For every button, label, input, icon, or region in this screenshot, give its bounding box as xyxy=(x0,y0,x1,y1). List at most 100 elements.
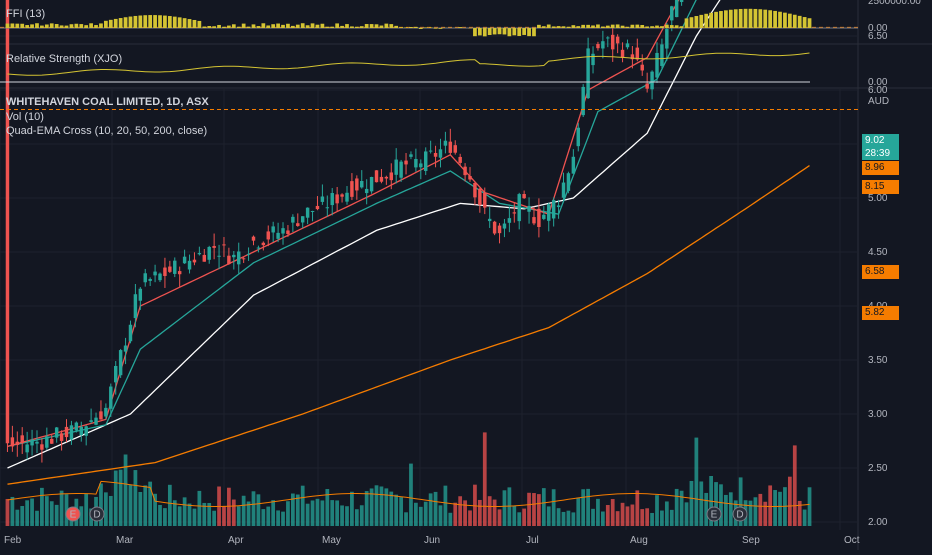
ffi-bar xyxy=(685,18,689,28)
volume-bar xyxy=(552,489,556,526)
ffi-bar xyxy=(704,14,708,28)
ffi-bar xyxy=(635,25,639,28)
volume-bar xyxy=(15,510,19,526)
volume-bar xyxy=(404,512,408,526)
ffi-bar xyxy=(729,10,733,28)
prev-price-tag: 8.96 xyxy=(862,161,899,175)
ffi-bar xyxy=(124,17,128,28)
volume-bar xyxy=(429,493,433,526)
candle-body xyxy=(84,426,87,435)
ffi-bar xyxy=(89,23,93,28)
ffi-bar xyxy=(148,15,152,28)
ffi-bar xyxy=(567,27,571,28)
candle-body xyxy=(626,43,629,47)
volume-bar xyxy=(35,511,39,526)
candle-body xyxy=(99,411,102,419)
ffi-bar xyxy=(596,24,600,28)
candle-body xyxy=(227,256,230,264)
candle-body xyxy=(537,209,540,227)
ffi-tick-label: 2500000.00 xyxy=(868,0,921,7)
volume-bar xyxy=(763,502,767,526)
candle-body xyxy=(331,193,334,205)
ffi-bar xyxy=(758,9,762,28)
volume-bar xyxy=(227,488,231,526)
ffi-bar xyxy=(242,24,246,28)
candle-body xyxy=(321,197,324,202)
candle-body xyxy=(355,178,358,190)
candle-body xyxy=(581,87,584,115)
candle-body xyxy=(562,183,565,198)
ffi-bar xyxy=(25,25,29,28)
ffi-bar xyxy=(202,27,206,28)
candle-body xyxy=(257,248,260,249)
ffi-bar xyxy=(306,25,310,28)
candle-body xyxy=(552,200,555,218)
volume-bar xyxy=(478,500,482,526)
candle-body xyxy=(488,219,491,221)
volume-bar xyxy=(498,509,502,526)
candle-body xyxy=(237,251,240,264)
volume-bar xyxy=(699,481,703,526)
ffi-bar xyxy=(744,9,748,28)
ffi-bar xyxy=(532,28,536,36)
ffi-bar xyxy=(168,16,172,28)
ffi-bar xyxy=(321,24,325,28)
candle-body xyxy=(478,189,481,205)
candle-body xyxy=(468,176,471,180)
volume-bar xyxy=(611,499,615,526)
ffi-bar xyxy=(601,27,605,28)
y-tick-label: 2.00 xyxy=(868,517,888,528)
candle-body xyxy=(306,208,309,218)
candle-body xyxy=(193,260,196,263)
volume-bar xyxy=(222,506,226,526)
volume-bar xyxy=(424,502,428,526)
ffi-bar xyxy=(808,18,812,28)
ffi-bar xyxy=(547,25,551,28)
ffi-bar xyxy=(335,23,339,28)
ffi-bar xyxy=(404,27,408,28)
ffi-bar xyxy=(773,11,777,28)
x-tick-label: Sep xyxy=(742,535,760,546)
candle-body xyxy=(144,273,147,282)
ffi-bar xyxy=(389,24,393,28)
rs-tick-label: 0.00 xyxy=(868,77,888,88)
ffi-bar xyxy=(6,24,10,28)
volume-bar xyxy=(439,505,443,526)
candle-body xyxy=(390,172,393,180)
volume-bar xyxy=(55,505,59,526)
candle-body xyxy=(532,217,535,223)
volume-bar xyxy=(645,508,649,526)
candle-body xyxy=(188,261,191,270)
candle-body xyxy=(424,151,427,171)
volume-bar xyxy=(665,501,669,526)
candle-body xyxy=(80,427,83,435)
ffi-bar xyxy=(15,24,19,28)
ffi-bar xyxy=(384,24,388,28)
ffi-bar xyxy=(291,26,295,28)
candle-body xyxy=(375,170,378,182)
volume-bar xyxy=(134,470,138,526)
ffi-bar xyxy=(670,25,674,28)
volume-bar xyxy=(188,504,192,526)
ffi-bar xyxy=(11,23,15,28)
y-tick-label: 3.00 xyxy=(868,409,888,420)
ffi-bar xyxy=(478,28,482,35)
candle-body xyxy=(611,35,614,50)
ffi-bar xyxy=(778,12,782,28)
ffi-bar xyxy=(188,19,192,28)
ffi-bar xyxy=(286,24,290,28)
ffi-bar xyxy=(798,16,802,28)
ffi-bar xyxy=(330,27,334,28)
volume-bar xyxy=(660,511,664,526)
ffi-bar xyxy=(207,26,211,28)
x-tick-label: Jun xyxy=(424,535,440,546)
candle-body xyxy=(650,72,653,90)
candle-body xyxy=(252,237,255,241)
volume-bar xyxy=(178,506,182,526)
ffi-bar xyxy=(257,26,261,28)
event-marker-label: D xyxy=(736,510,743,521)
candle-body xyxy=(665,29,668,49)
volume-bar xyxy=(463,500,467,526)
